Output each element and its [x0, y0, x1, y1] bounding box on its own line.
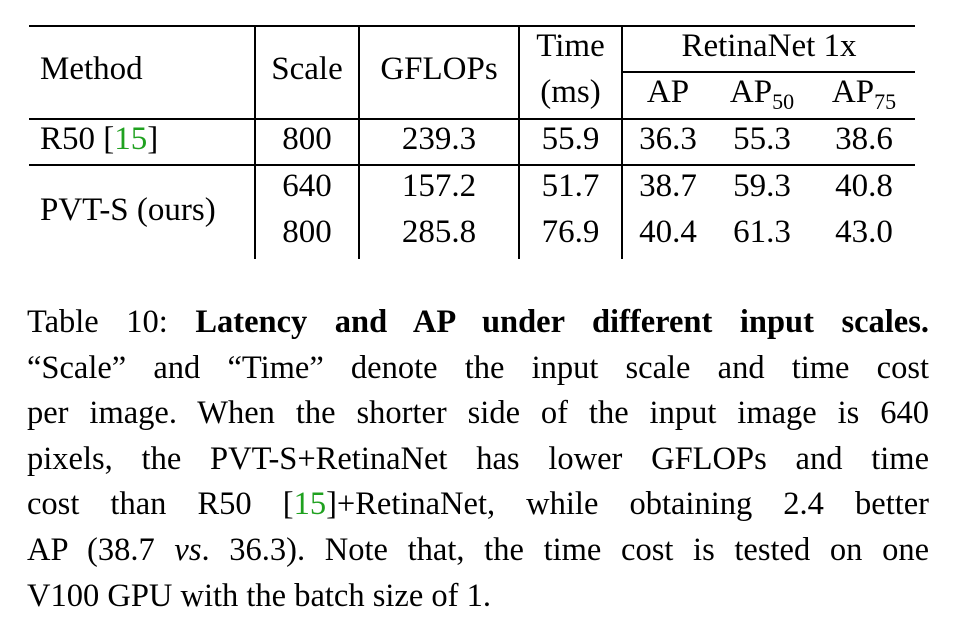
row-pvts800-scale: 800 — [282, 214, 332, 250]
caption-text: cost than R50 [ — [27, 486, 294, 523]
col-divider-scale — [358, 25, 360, 259]
row-pvts640-scale: 640 — [282, 168, 332, 204]
caption-line-4: pixels, the PVT-S+RetinaNet has lower GF… — [27, 440, 929, 477]
row-pvts640-ap50: 59.3 — [733, 168, 791, 204]
header-time-line2: (ms) — [540, 74, 601, 110]
header-scale: Scale — [271, 51, 343, 87]
row-r50-gflops: 239.3 — [401, 121, 477, 157]
row-pvts-method: PVT-S (ours) — [40, 192, 216, 228]
col-divider-gflops — [518, 25, 520, 259]
row-pvts640-gflops: 157.2 — [401, 168, 477, 204]
caption-line-3: per image. When the shorter side of the … — [27, 395, 929, 432]
header-ap75-sub: 75 — [874, 89, 897, 114]
caption-vs: vs — [174, 531, 202, 568]
row-r50-method: R50 [15] — [40, 119, 158, 159]
header-time-line1: Time — [536, 28, 605, 64]
header-ap50-sub: 50 — [772, 89, 795, 114]
row-pvts800-gflops: 285.8 — [401, 214, 477, 250]
table-caption: Table 10: Latency and AP under different… — [27, 300, 929, 619]
citation-link[interactable]: 15 — [114, 121, 148, 157]
row-pvts800-ap75: 43.0 — [835, 214, 893, 250]
row-pvts640-ap75: 40.8 — [835, 168, 893, 204]
caption-text: . 36.3). Note that, the time cost is tes… — [201, 531, 929, 568]
header-ap50: AP50 — [712, 72, 812, 114]
row-pvts800-ap50: 61.3 — [733, 214, 791, 250]
header-rule — [29, 118, 915, 120]
row-pvts640-time: 51.7 — [541, 168, 600, 204]
row-r50-scale: 800 — [282, 121, 332, 157]
citation-link[interactable]: 15 — [293, 486, 327, 523]
group-underline — [622, 71, 915, 73]
row-pvts800-time: 76.9 — [541, 214, 600, 250]
row-r50-ap75: 38.6 — [835, 121, 893, 157]
caption-title: Latency and AP under different input sca… — [195, 304, 930, 340]
row-separator — [29, 164, 915, 166]
row-r50-ap: 36.3 — [639, 121, 697, 157]
header-retinanet-group: RetinaNet 1x — [681, 28, 857, 64]
row-pvts800-ap: 40.4 — [639, 214, 697, 250]
col-divider-method — [254, 25, 256, 259]
caption-line-7: V100 GPU with the batch size of 1. — [27, 577, 491, 614]
header-method: Method — [40, 51, 143, 87]
row-r50-time: 55.9 — [541, 121, 600, 157]
caption-text: AP (38.7 — [27, 531, 175, 568]
caption-line-5: cost than R50 [15]+RetinaNet, while obta… — [27, 482, 929, 528]
caption-line-2: “Scale” and “Time” denote the input scal… — [27, 349, 929, 386]
caption-text: ]+RetinaNet, while obtaining 2.4 better — [326, 486, 929, 523]
caption-line-6: AP (38.7 vs. 36.3). Note that, the time … — [27, 528, 929, 574]
table-top-rule — [29, 25, 915, 27]
row-r50-ap50: 55.3 — [733, 121, 791, 157]
header-ap: AP — [646, 74, 690, 110]
caption-line-1: Table 10: Latency and AP under different… — [27, 300, 929, 346]
col-divider-time — [621, 25, 623, 259]
header-ap50-base: AP — [729, 74, 773, 110]
results-table: Method Scale GFLOPs Time (ms) RetinaNet … — [0, 0, 972, 280]
caption-label: Table 10: — [27, 304, 196, 340]
method-text: R50 [ — [40, 121, 115, 157]
header-ap75-base: AP — [831, 74, 875, 110]
header-gflops: GFLOPs — [380, 51, 498, 87]
method-text-end: ] — [147, 121, 159, 157]
row-pvts640-ap: 38.7 — [639, 168, 697, 204]
header-ap75: AP75 — [814, 72, 914, 114]
